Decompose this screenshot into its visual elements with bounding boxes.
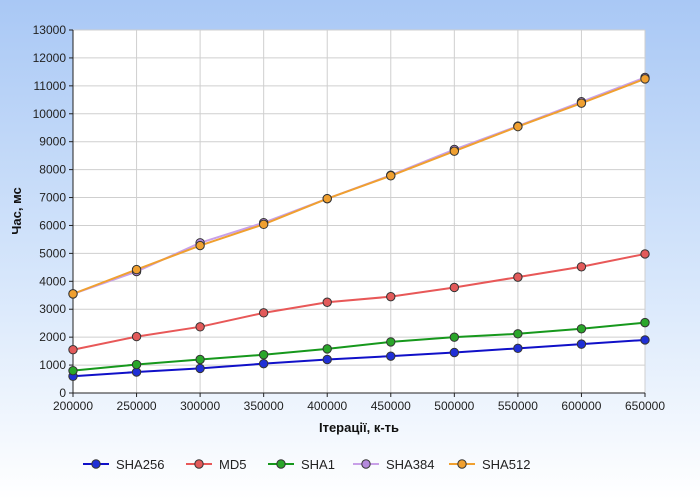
axes bbox=[72, 30, 645, 394]
data-point-sha1 bbox=[258, 350, 269, 360]
data-point-md5 bbox=[195, 322, 205, 332]
data-point-sha256 bbox=[258, 358, 269, 369]
legend-swatch-marker bbox=[194, 459, 204, 469]
y-axis-title: Час, мс bbox=[9, 187, 24, 235]
y-tick-label: 13000 bbox=[33, 23, 67, 37]
legend-label: MD5 bbox=[219, 457, 246, 472]
y-tick-labels: 0 1000 2000 3000 4000 5000 6000 7000 8000 9000 100… bbox=[33, 23, 73, 400]
data-point-sha1 bbox=[449, 332, 460, 342]
y-tick-label: 3000 bbox=[39, 302, 66, 316]
legend-label: SHA512 bbox=[482, 457, 530, 472]
data-point-md5 bbox=[640, 249, 650, 259]
data-point-sha512 bbox=[576, 98, 587, 108]
data-point-md5 bbox=[449, 282, 460, 293]
data-point-sha1 bbox=[640, 317, 650, 328]
data-point-sha512 bbox=[195, 240, 205, 251]
data-point-sha512 bbox=[258, 219, 269, 230]
data-point-sha256 bbox=[640, 335, 650, 345]
series-line-sha1 bbox=[72, 321, 646, 372]
data-point-sha1 bbox=[513, 329, 523, 339]
x-tick-label: 200000 bbox=[53, 399, 93, 413]
data-point-sha512 bbox=[322, 193, 332, 204]
data-point-sha1 bbox=[322, 344, 332, 354]
legend-swatch-marker bbox=[457, 459, 467, 469]
data-point-sha256 bbox=[195, 363, 205, 374]
y-tick-label: 2000 bbox=[39, 330, 66, 344]
x-tick-label: 550000 bbox=[498, 399, 538, 413]
y-tick-label: 1000 bbox=[39, 358, 66, 372]
data-point-md5 bbox=[513, 272, 523, 282]
legend-swatch-marker bbox=[91, 459, 101, 469]
legend-label: SHA1 bbox=[301, 457, 335, 472]
data-point-md5 bbox=[322, 297, 332, 307]
legend-swatch-marker bbox=[276, 459, 286, 469]
y-tick-label: 6000 bbox=[39, 218, 66, 232]
x-tick-labels: 200000 250000 300000 350000 400000 450000 5000… bbox=[53, 393, 665, 413]
x-tick-label: 300000 bbox=[180, 399, 220, 413]
y-tick-label: 10000 bbox=[33, 107, 67, 121]
series-line-sha256 bbox=[72, 338, 646, 378]
y-tick-label: 4000 bbox=[39, 274, 66, 288]
data-point-md5 bbox=[258, 308, 269, 318]
legend-label: SHA384 bbox=[386, 457, 434, 472]
legend-item-sha384: SHA384 bbox=[353, 457, 434, 472]
data-point-sha1 bbox=[386, 337, 396, 347]
y-tick-label: 12000 bbox=[33, 51, 67, 65]
x-tick-label: 500000 bbox=[434, 399, 474, 413]
legend: SHA256 MD5 SHA1 SHA384 SHA512 bbox=[83, 457, 530, 472]
x-tick-label: 450000 bbox=[371, 399, 411, 413]
y-tick-label: 0 bbox=[59, 386, 66, 400]
series-line-md5 bbox=[72, 252, 646, 351]
data-point-md5 bbox=[68, 345, 78, 355]
x-tick-label: 350000 bbox=[244, 399, 284, 413]
data-point-sha256 bbox=[513, 343, 523, 354]
legend-item-sha256: SHA256 bbox=[83, 457, 164, 472]
x-tick-label: 600000 bbox=[561, 399, 601, 413]
data-point-sha1 bbox=[195, 354, 205, 365]
legend-item-md5: MD5 bbox=[186, 457, 246, 472]
legend-item-sha1: SHA1 bbox=[268, 457, 335, 472]
data-point-sha512 bbox=[386, 171, 396, 181]
y-tick-label: 8000 bbox=[39, 163, 66, 177]
data-point-sha512 bbox=[513, 121, 523, 132]
data-point-sha512 bbox=[68, 289, 78, 299]
data-point-sha256 bbox=[576, 339, 587, 349]
y-tick-label: 9000 bbox=[39, 135, 66, 149]
data-point-sha1 bbox=[131, 359, 142, 370]
x-tick-label: 250000 bbox=[117, 399, 157, 413]
y-tick-label: 11000 bbox=[34, 79, 67, 93]
x-tick-label: 650000 bbox=[625, 399, 665, 413]
data-point-md5 bbox=[131, 331, 142, 342]
data-point-sha256 bbox=[386, 351, 396, 361]
data-point-sha1 bbox=[576, 324, 587, 334]
data-point-sha512 bbox=[449, 146, 460, 156]
x-tick-label: 400000 bbox=[307, 399, 347, 413]
legend-swatch-marker bbox=[361, 459, 371, 469]
data-point-sha256 bbox=[449, 347, 460, 358]
x-axis-title: Ітерації, к-ть bbox=[319, 420, 399, 435]
legend-label: SHA256 bbox=[116, 457, 164, 472]
data-point-sha512 bbox=[640, 74, 650, 84]
data-point-sha512 bbox=[131, 264, 142, 275]
data-point-sha256 bbox=[322, 354, 332, 365]
plot-area bbox=[73, 30, 645, 393]
data-point-md5 bbox=[386, 291, 396, 302]
series-line-sha512 bbox=[72, 77, 646, 295]
y-tick-label: 7000 bbox=[39, 191, 66, 205]
legend-item-sha512: SHA512 bbox=[449, 457, 530, 472]
series-lines bbox=[72, 76, 646, 378]
data-point-md5 bbox=[576, 262, 587, 272]
data-point-sha1 bbox=[68, 365, 78, 376]
y-tick-label: 5000 bbox=[39, 246, 66, 260]
series-points bbox=[68, 72, 650, 381]
